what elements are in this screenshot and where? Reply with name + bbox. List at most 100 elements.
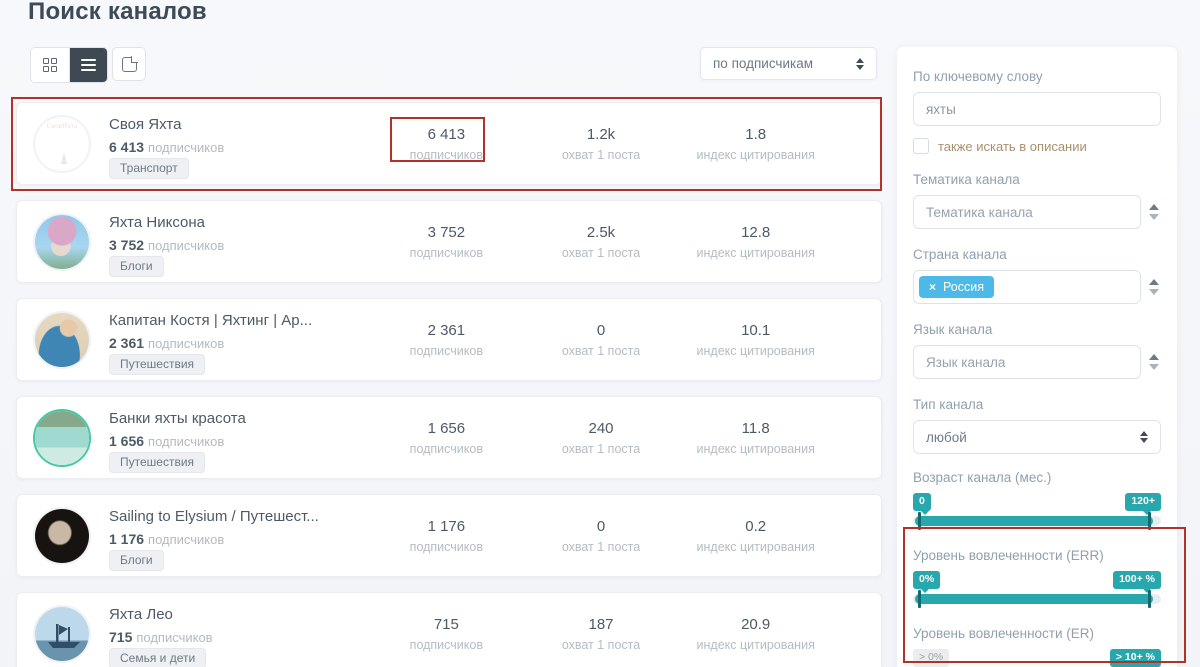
export-button[interactable] (112, 47, 146, 81)
search-description-checkbox[interactable] (913, 138, 929, 154)
slider-handle-min[interactable] (918, 590, 921, 608)
err-min-bubble: 0% (913, 571, 941, 593)
slider-handle-max[interactable] (1148, 590, 1151, 608)
category-tag[interactable]: Семья и дети (109, 648, 207, 667)
country-input[interactable]: × Россия (913, 270, 1141, 304)
metrics: 1 176 подписчиков 0 охват 1 поста 0.2 индек… (369, 495, 833, 576)
channel-row[interactable]: Sailing to Elysium / Путешест... 1 176 по… (16, 494, 882, 577)
channel-subscribers-line: 3 752 подписчиков (109, 237, 225, 253)
metric-citation: 11.8 индекс цитирования (696, 419, 815, 456)
age-max-bubble: 120+ (1125, 493, 1161, 515)
avatar (33, 409, 91, 467)
channel-subscribers-line: 1 656 подписчиков (109, 433, 225, 449)
list-icon (81, 59, 96, 71)
sort-dropdown[interactable]: по подписчикам (700, 47, 877, 80)
sort-arrows-icon (1140, 431, 1148, 443)
channel-row[interactable]: Банки яхты красота 1 656 подписчиков Путе… (16, 396, 882, 479)
channel-name[interactable]: Яхта Никсона (109, 214, 205, 231)
channel-name[interactable]: Банки яхты красота (109, 410, 246, 427)
category-tag[interactable]: Путешествия (109, 452, 206, 473)
channel-subscribers-line: 6 413 подписчиков (109, 139, 225, 155)
spinner-arrows-icon[interactable] (1147, 354, 1161, 370)
slider-handle-min[interactable] (918, 512, 921, 530)
language-input[interactable] (913, 345, 1141, 379)
metrics: 2 361 подписчиков 0 охват 1 поста 10.1 инде… (369, 299, 833, 380)
avatar-text: СвояЯхта (46, 121, 78, 130)
er-min-bubble: > 0% (913, 649, 950, 667)
er-slider[interactable]: > 0% > 10+ % (913, 649, 1161, 667)
err-slider[interactable]: 0% 100+ % (913, 571, 1161, 608)
type-dropdown[interactable]: любой (913, 420, 1161, 454)
metric-reach: 187 охват 1 поста (561, 615, 641, 652)
err-max-bubble: 100+ % (1113, 571, 1161, 593)
avatar (33, 507, 91, 565)
category-tag[interactable]: Транспорт (109, 158, 189, 179)
channel-subscribers-line: 1 176 подписчиков (109, 531, 225, 547)
page-title: Поиск каналов (28, 0, 207, 25)
metric-reach: 0 охват 1 поста (561, 517, 641, 554)
category-tag[interactable]: Блоги (109, 550, 164, 571)
sort-dropdown-value: по подписчикам (713, 56, 813, 71)
metric-subscribers: 3 752 подписчиков (409, 223, 483, 260)
metric-subscribers: 1 176 подписчиков (409, 517, 483, 554)
channel-subscribers-line: 2 361 подписчиков (109, 335, 225, 351)
view-toggle-group (30, 47, 108, 83)
metric-reach: 240 охват 1 поста (561, 419, 641, 456)
country-label: Страна канала (913, 247, 1007, 262)
channel-name[interactable]: Sailing to Elysium / Путешест... (109, 508, 319, 525)
spinner-arrows-icon[interactable] (1147, 279, 1161, 295)
age-slider[interactable]: 0 120+ (913, 493, 1161, 530)
language-label: Язык канала (913, 322, 993, 337)
keyword-input[interactable] (913, 92, 1161, 126)
boat-graphic (48, 624, 80, 648)
metric-citation: 12.8 индекс цитирования (696, 223, 815, 260)
metric-reach: 1.2k охват 1 поста (561, 125, 641, 162)
metrics: 1 656 подписчиков 240 охват 1 поста 11.8 ин… (369, 397, 833, 478)
er-label: Уровень вовлеченности (ER) (913, 626, 1095, 641)
topic-label: Тематика канала (913, 172, 1020, 187)
remove-chip-icon[interactable]: × (929, 280, 937, 294)
avatar (33, 605, 91, 663)
slider-track[interactable] (913, 590, 1161, 608)
channel-name[interactable]: Капитан Костя | Яхтинг | Ар... (109, 312, 313, 329)
er-max-bubble: > 10+ % (1109, 649, 1161, 667)
metric-citation: 10.1 индекс цитирования (696, 321, 815, 358)
age-label: Возраст канала (мес.) (913, 470, 1052, 485)
type-label: Тип канала (913, 397, 984, 412)
topic-input[interactable] (913, 195, 1141, 229)
err-label: Уровень вовлеченности (ERR) (913, 548, 1104, 563)
spinner-arrows-icon[interactable] (1147, 204, 1161, 220)
avatar (33, 213, 91, 271)
metric-reach: 2.5k охват 1 поста (561, 223, 641, 260)
metric-subscribers: 6 413 подписчиков (409, 125, 483, 162)
age-min-bubble: 0 (913, 493, 931, 515)
metric-citation: 1.8 индекс цитирования (696, 125, 815, 162)
grid-icon (43, 58, 57, 72)
channel-name[interactable]: Яхта Лео (109, 606, 173, 623)
metrics: 6 413 подписчиков 1.2k охват 1 поста 1.8 ин… (369, 103, 833, 184)
grid-view-button[interactable] (31, 48, 69, 82)
keyword-label: По ключевому слову (913, 69, 1043, 84)
channel-row[interactable]: Капитан Костя | Яхтинг | Ар... 2 361 подп… (16, 298, 882, 381)
country-chip: × Россия (919, 276, 995, 298)
slider-track[interactable] (913, 512, 1161, 530)
channel-row[interactable]: СвояЯхта Своя Яхта 6 413 подписчиков Тран… (16, 102, 882, 185)
channel-name[interactable]: Своя Яхта (109, 116, 182, 133)
metric-citation: 0.2 индекс цитирования (696, 517, 815, 554)
channel-row[interactable]: Яхта Никсона 3 752 подписчиков Блоги 3 75… (16, 200, 882, 283)
category-tag[interactable]: Путешествия (109, 354, 206, 375)
avatar (33, 311, 91, 369)
metric-subscribers: 715 подписчиков (409, 615, 483, 652)
category-tag[interactable]: Блоги (109, 256, 164, 277)
metric-citation: 20.9 индекс цитирования (696, 615, 815, 652)
slider-handle-max[interactable] (1148, 512, 1151, 530)
list-view-button[interactable] (69, 48, 107, 82)
metric-subscribers: 2 361 подписчиков (409, 321, 483, 358)
avatar: СвояЯхта (33, 115, 91, 173)
channel-row[interactable]: Яхта Лео 715 подписчиков Семья и дети 715… (16, 592, 882, 667)
metric-subscribers: 1 656 подписчиков (409, 419, 483, 456)
sort-arrows-icon (856, 57, 864, 70)
metric-reach: 0 охват 1 поста (561, 321, 641, 358)
channel-subscribers-line: 715 подписчиков (109, 629, 213, 645)
